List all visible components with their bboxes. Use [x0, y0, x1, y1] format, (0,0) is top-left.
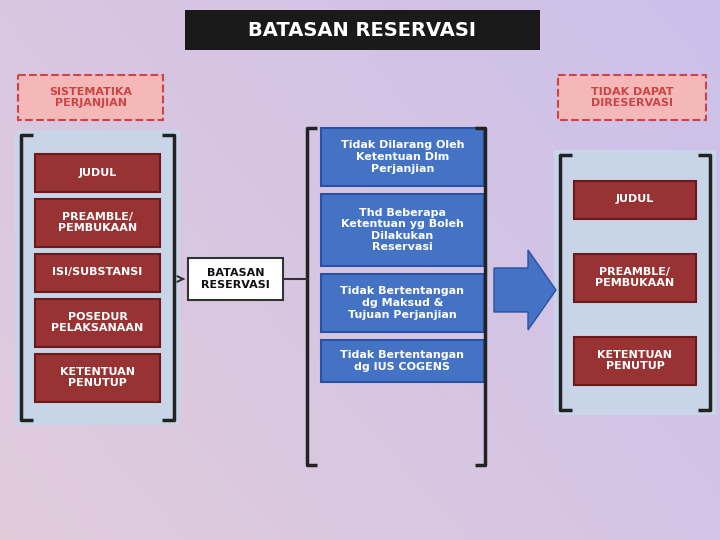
- Text: KETENTUAN
PENUTUP: KETENTUAN PENUTUP: [60, 367, 135, 388]
- FancyBboxPatch shape: [35, 354, 160, 402]
- FancyBboxPatch shape: [188, 258, 283, 300]
- Text: Tidak Bertentangan
dg Maksud &
Tujuan Perjanjian: Tidak Bertentangan dg Maksud & Tujuan Pe…: [341, 286, 464, 320]
- FancyBboxPatch shape: [35, 153, 160, 192]
- FancyBboxPatch shape: [35, 253, 160, 292]
- FancyBboxPatch shape: [35, 299, 160, 347]
- FancyBboxPatch shape: [558, 75, 706, 120]
- Text: Thd Beberapa
Ketentuan yg Boleh
Dilakukan
Reservasi: Thd Beberapa Ketentuan yg Boleh Dilakuka…: [341, 207, 464, 252]
- FancyBboxPatch shape: [574, 336, 696, 384]
- Text: TIDAK DAPAT
DIRESERVASI: TIDAK DAPAT DIRESERVASI: [590, 87, 673, 109]
- Text: BATASAN RESERVASI: BATASAN RESERVASI: [248, 21, 477, 39]
- FancyBboxPatch shape: [321, 340, 484, 382]
- Text: PREAMBLE/
PEMBUKAAN: PREAMBLE/ PEMBUKAAN: [595, 267, 675, 288]
- Text: ISI/SUBSTANSI: ISI/SUBSTANSI: [53, 267, 143, 278]
- FancyBboxPatch shape: [321, 274, 484, 332]
- FancyBboxPatch shape: [321, 194, 484, 266]
- Text: PREAMBLE/
PEMBUKAAN: PREAMBLE/ PEMBUKAAN: [58, 212, 137, 233]
- Text: SISTEMATIKA
PERJANJIAN: SISTEMATIKA PERJANJIAN: [49, 87, 132, 109]
- Text: JUDUL: JUDUL: [78, 167, 117, 178]
- Text: Tidak Dilarang Oleh
Ketentuan Dlm
Perjanjian: Tidak Dilarang Oleh Ketentuan Dlm Perjan…: [341, 140, 464, 173]
- Text: POSEDUR
PELAKSANAAN: POSEDUR PELAKSANAAN: [51, 312, 143, 333]
- FancyBboxPatch shape: [574, 180, 696, 219]
- Text: KETENTUAN
PENUTUP: KETENTUAN PENUTUP: [598, 350, 672, 372]
- FancyBboxPatch shape: [321, 128, 484, 186]
- FancyBboxPatch shape: [574, 253, 696, 301]
- FancyBboxPatch shape: [554, 150, 716, 415]
- FancyBboxPatch shape: [185, 10, 540, 50]
- Text: BATASAN
RESERVASI: BATASAN RESERVASI: [201, 268, 270, 290]
- Text: Tidak Bertentangan
dg IUS COGENS: Tidak Bertentangan dg IUS COGENS: [341, 350, 464, 372]
- Polygon shape: [494, 250, 556, 330]
- FancyBboxPatch shape: [18, 75, 163, 120]
- FancyBboxPatch shape: [35, 199, 160, 246]
- Text: JUDUL: JUDUL: [616, 194, 654, 205]
- FancyBboxPatch shape: [15, 130, 180, 425]
